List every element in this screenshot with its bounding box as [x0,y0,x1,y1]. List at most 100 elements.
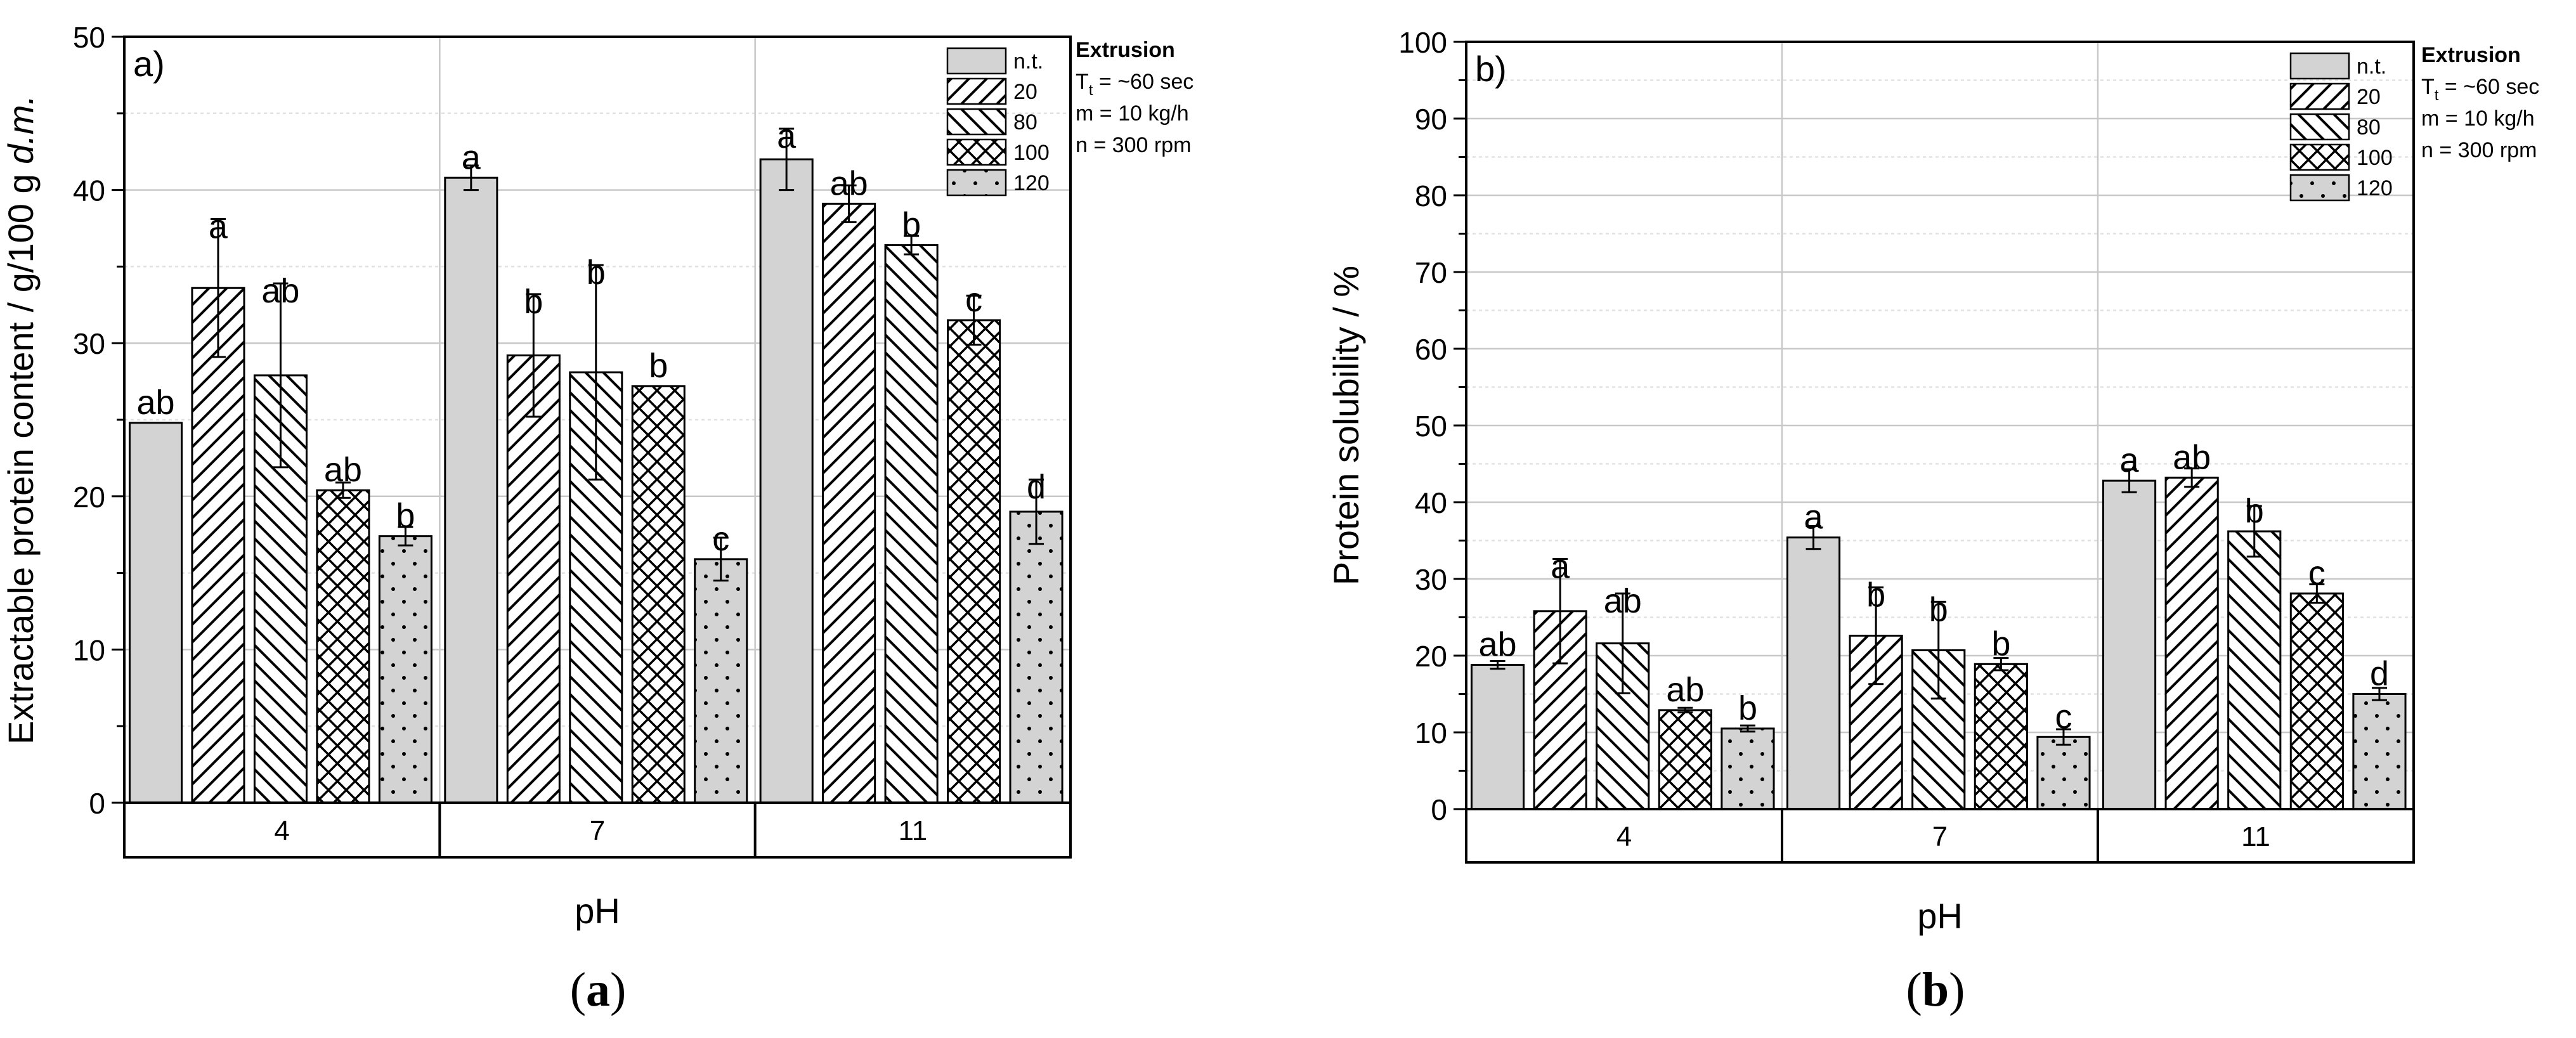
y-tick-label: 0 [89,787,105,820]
y-axis-label-italic: d.m. [1,95,41,164]
y-axis-label: Protein solubility / % [1326,266,1366,585]
bar-11-120 [1009,510,1064,804]
legend-entry: 20 [2357,85,2381,109]
y-tick-label: 20 [1415,640,1447,673]
bar-7-120 [2036,736,2091,810]
legend: n.t. 20 80 100 120 [946,47,1050,197]
legend-param: Tt = ~60 sec [2421,75,2539,104]
panel-label: a) [133,44,165,84]
legend-param: m = 10 kg/h [2421,107,2535,131]
y-tick-label: 10 [1415,717,1447,749]
legend-swatch [946,108,1007,136]
legend-swatch [946,77,1007,105]
legend-swatch [946,169,1007,197]
bar-11-100 [947,319,1001,804]
significance-letter: d [2370,655,2389,693]
x-tick-label: 4 [274,815,289,847]
legend-title: Extrusion [1076,38,1175,62]
significance-letter: ab [1604,582,1642,620]
significance-letter: b [587,254,606,292]
legend-entry: 120 [1013,171,1050,195]
y-tick-label: 90 [1415,103,1447,136]
legend-swatch [946,138,1007,166]
significance-letter: b [1738,689,1757,727]
legend-entry: 100 [2357,146,2393,170]
significance-letter: c [965,281,982,319]
bar-11-n.t. [2102,479,2157,810]
y-tick-label: 0 [1431,793,1447,826]
legend-param: n = 300 rpm [1076,133,1191,157]
legend-param: m = 10 kg/h [1076,101,1189,126]
bar-7-120 [694,558,748,804]
bar-11-n.t. [759,158,814,804]
significance-letter: ab [324,451,362,489]
legend-swatch [2289,52,2350,80]
significance-letter: a [1804,498,1824,536]
bar-4-100 [1658,709,1712,810]
significance-letter: b [649,347,668,385]
x-tick-label: 7 [590,815,605,847]
caption-b-letter: b [1922,963,1949,1016]
x-tick-label: 11 [2241,821,2270,852]
legend-param-rest: = ~60 sec [2438,75,2539,99]
legend-entry: n.t. [1013,49,1043,74]
legend-entry: n.t. [2357,55,2386,79]
bar-7-100 [1974,663,2028,810]
y-tick-label: 40 [73,174,105,207]
legend-param-sub: t [1089,82,1093,99]
legend-param: n = 300 rpm [2421,138,2537,162]
significance-letter: ab [261,272,299,310]
x-axis-label: pH [575,891,620,931]
significance-letter: b [524,283,543,321]
significance-letter: b [902,206,921,244]
bar-7-20 [506,354,561,804]
y-tick-label: 40 [1415,486,1447,519]
legend-param-main: n = 300 rpm [1076,133,1191,157]
caption-a: (a) [569,963,627,1016]
legend-swatch [2289,82,2350,110]
legend-swatch [2289,113,2350,141]
y-axis-label: Extractable protein content / g/100 g d.… [1,95,41,744]
legend: n.t. 20 80 100 120 [2289,52,2393,202]
legend-swatch [2289,143,2350,171]
bar-4-n.t. [128,422,183,804]
legend-entry: 80 [1013,110,1038,134]
significance-letter: a [1551,548,1570,586]
legend-param-main: T [1076,70,1089,94]
category-table [1465,808,2415,864]
category-table [123,801,1072,859]
bar-7-100 [631,385,686,804]
y-axis-label-text: Extractable protein content / g/100 g [1,164,41,744]
significance-letter: b [1991,625,2010,663]
y-tick-label: 30 [73,327,105,360]
legend-entry: 100 [1013,141,1050,165]
y-tick-label: 80 [1415,179,1447,212]
y-tick-label: 60 [1415,333,1447,366]
x-tick-label: 11 [898,815,927,847]
significance-letter: d [1027,468,1046,506]
significance-letter: ab [830,164,868,202]
bar-4-20 [191,287,245,804]
significance-letter: a [2120,441,2140,479]
x-tick-label: 4 [1617,821,1632,852]
legend-title: Extrusion [2421,43,2521,67]
significance-letter: b [396,497,415,535]
significance-letter: a [209,208,228,246]
significance-letter: a [777,117,797,155]
bar-11-80 [884,244,939,804]
legend-param-rest: = ~60 sec [1093,70,1194,94]
y-tick-label: 50 [73,21,105,54]
legend-param-main: m = 10 kg/h [2421,107,2535,131]
legend-param-sub: t [2435,87,2439,104]
bar-4-100 [316,489,370,804]
y-axis-label-text: Protein solubility / % [1326,266,1366,585]
significance-letter: ab [1479,626,1517,664]
bar-4-120 [1721,727,1775,810]
legend-param-main: T [2421,75,2435,99]
legend-param-main: n = 300 rpm [2421,138,2537,162]
significance-letter: ab [1666,671,1704,709]
legend-entry: 20 [1013,80,1038,104]
bar-4-n.t. [1470,664,1525,810]
